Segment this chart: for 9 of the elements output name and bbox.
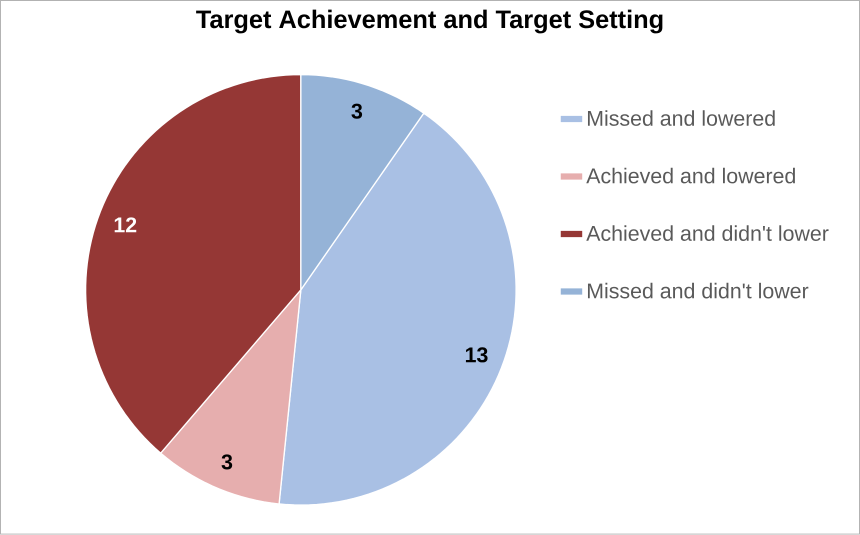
legend-label: Missed and didn't lower [588, 282, 808, 299]
data-label: 3 [351, 104, 362, 119]
data-label: 3 [222, 454, 232, 470]
legend-label: Missed and lowered [588, 110, 775, 126]
legend-label: Achieved and lowered [586, 168, 795, 184]
legend-label: Achieved and didn't lower [586, 225, 829, 242]
chart-title: Target Achievement and Target Setting [196, 10, 662, 34]
data-label: 12 [114, 218, 136, 232]
data-label: 13 [466, 347, 488, 363]
